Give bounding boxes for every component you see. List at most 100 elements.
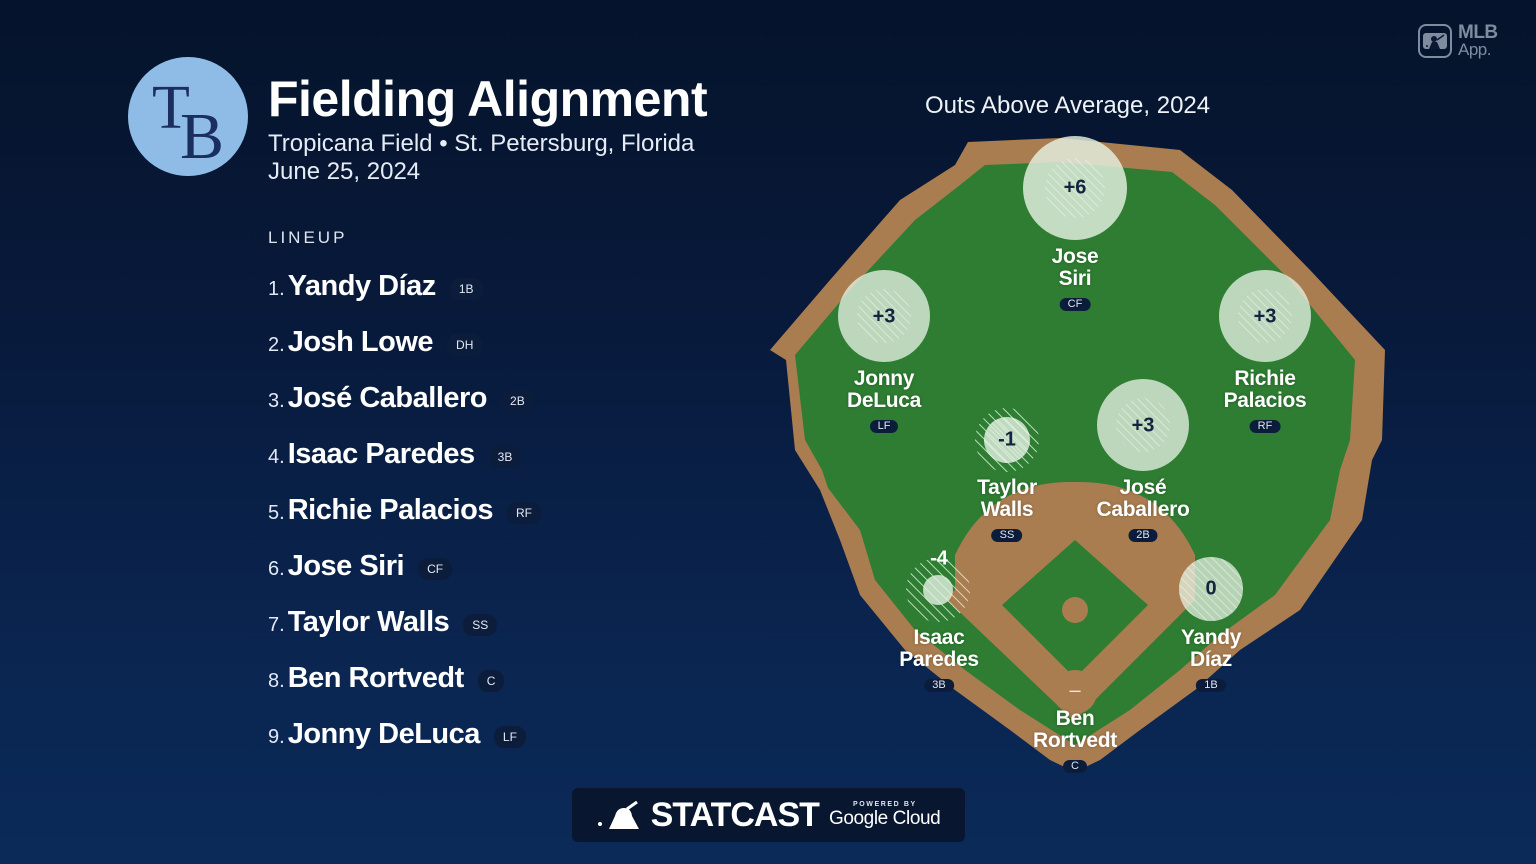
lineup-item: 4. Isaac Paredes 3B [268,426,541,482]
player-name: Ben Rortvedt [287,661,465,694]
batting-order: 2. [268,333,285,356]
player-name: Isaac Paredes [287,437,475,470]
lineup-heading: LINEUP [268,228,348,247]
position-badge: 1B [449,278,483,300]
bubble-rf [1219,270,1311,362]
player-first-name: Jose [1051,245,1099,268]
bubble-ss [975,408,1039,472]
position-pill: CF [1059,298,1091,311]
rays-tb-icon: T B [152,74,224,162]
player-name: Josh Lowe [287,325,434,358]
player-last-name: Palacios [1223,389,1307,412]
position-pill: 3B [924,679,954,692]
oaa-value-lf: +3 [872,305,896,328]
google-cloud-wordmark: Google Cloud [828,807,941,829]
batting-order: 7. [268,613,285,636]
batting-order: 3. [268,389,285,412]
position-badge: DH [447,334,483,356]
bubble-lf [838,270,930,362]
lineup-item: 6. Jose Siri CF [268,538,541,594]
position-badge: RF [506,502,541,524]
lineup-item: 5. Richie Palacios RF [268,482,541,538]
field-player-c: Ben Rortvedt C [1033,708,1117,774]
batting-order: 8. [268,669,285,692]
field-player-1b: Yandy Díaz 1B [1181,627,1241,693]
mlb-app-logo-line2: App. [1458,40,1491,59]
position-badge: 2B [501,390,534,412]
position-pill: 1B [1196,679,1226,692]
position-pill: C [1063,760,1087,773]
field-player-lf: Jonny DeLuca LF [847,368,921,434]
mlb-app-logo-line1: MLB [1458,22,1498,43]
team-logo: T B [128,57,248,176]
bubble-1b [1179,557,1243,621]
mlb-batter-icon [1418,24,1452,58]
player-first-name: Richie [1234,367,1296,390]
pitchers-mound [1062,597,1088,623]
oaa-value-1b: 0 [1205,577,1217,600]
batting-order: 5. [268,501,285,524]
oaa-value-c: – [1069,679,1081,702]
player-first-name: Isaac [913,626,965,649]
player-name: Taylor Walls [287,605,450,638]
bubble-3b [906,558,970,622]
player-first-name: Taylor [977,476,1037,499]
position-badge: SS [463,614,498,636]
position-badge: C [477,670,505,692]
position-pill: 2B [1128,529,1158,542]
player-first-name: José [1119,476,1167,499]
statcast-wordmark: STATCAST [650,795,820,834]
lineup-item: 2. Josh Lowe DH [268,314,541,370]
batting-order: 4. [268,445,285,468]
batting-order: 1. [268,277,285,300]
player-name: Jose Siri [287,549,405,582]
venue-subtitle: Tropicana Field • St. Petersburg, Florid… [268,130,695,157]
player-last-name: Díaz [1190,648,1232,671]
player-first-name: Jonny [853,367,915,390]
player-name: Yandy Díaz [287,269,437,302]
field-player-cf: Jose Siri CF [1052,246,1099,312]
player-last-name: Rortvedt [1033,729,1117,752]
oaa-value-rf: +3 [1253,305,1277,328]
player-name: José Caballero [287,381,488,414]
lineup-list: 1. Yandy Díaz 1B 2. Josh Lowe DH 3. José Caba… [268,258,541,762]
foul-line-left [945,590,1075,722]
oaa-value-2b: +3 [1131,414,1155,437]
powered-by-label: POWERED BY [852,800,917,808]
position-pill: SS [991,529,1023,542]
player-first-name: Ben [1055,707,1095,730]
svg-text:B: B [180,100,224,162]
position-badge: CF [418,558,453,580]
oaa-value-3b: -4 [930,547,948,570]
lineup-item: 9. Jonny DeLuca LF [268,706,541,762]
bubble-cf [1023,136,1127,240]
player-last-name: DeLuca [846,389,922,412]
player-last-name: Walls [980,498,1034,521]
batting-order: 9. [268,725,285,748]
field-player-rf: Richie Palacios RF [1224,368,1307,434]
lineup-item: 8. Ben Rortvedt C [268,650,541,706]
player-first-name: Yandy [1180,626,1242,649]
oaa-value-ss: -1 [998,428,1016,451]
player-name: Richie Palacios [287,493,494,526]
oaa-value-cf: +6 [1063,176,1087,199]
lineup-item: 1. Yandy Díaz 1B [268,258,541,314]
svg-text:T: T [152,74,190,142]
position-badge: 3B [488,446,522,468]
page-title: Fielding Alignment [268,71,708,127]
field-player-ss: Taylor Walls SS [977,477,1037,543]
chart-title: Outs Above Average, 2024 [925,92,1211,119]
bubble-2b [1097,379,1189,471]
position-pill: LF [869,420,899,433]
player-last-name: Siri [1058,267,1092,290]
game-date: June 25, 2024 [268,158,421,185]
mlb-app-logo: MLB App. [1418,22,1498,59]
home-plate-circle [1053,670,1097,714]
statcast-logo-bar: STATCAST POWERED BY Google Cloud [572,788,965,842]
field-player-2b: José Caballero 2B [1097,477,1190,543]
lineup-item: 7. Taylor Walls SS [268,594,541,650]
lineup-item: 3. José Caballero 2B [268,370,541,426]
position-pill: RF [1249,420,1281,433]
position-badge: LF [493,726,526,748]
